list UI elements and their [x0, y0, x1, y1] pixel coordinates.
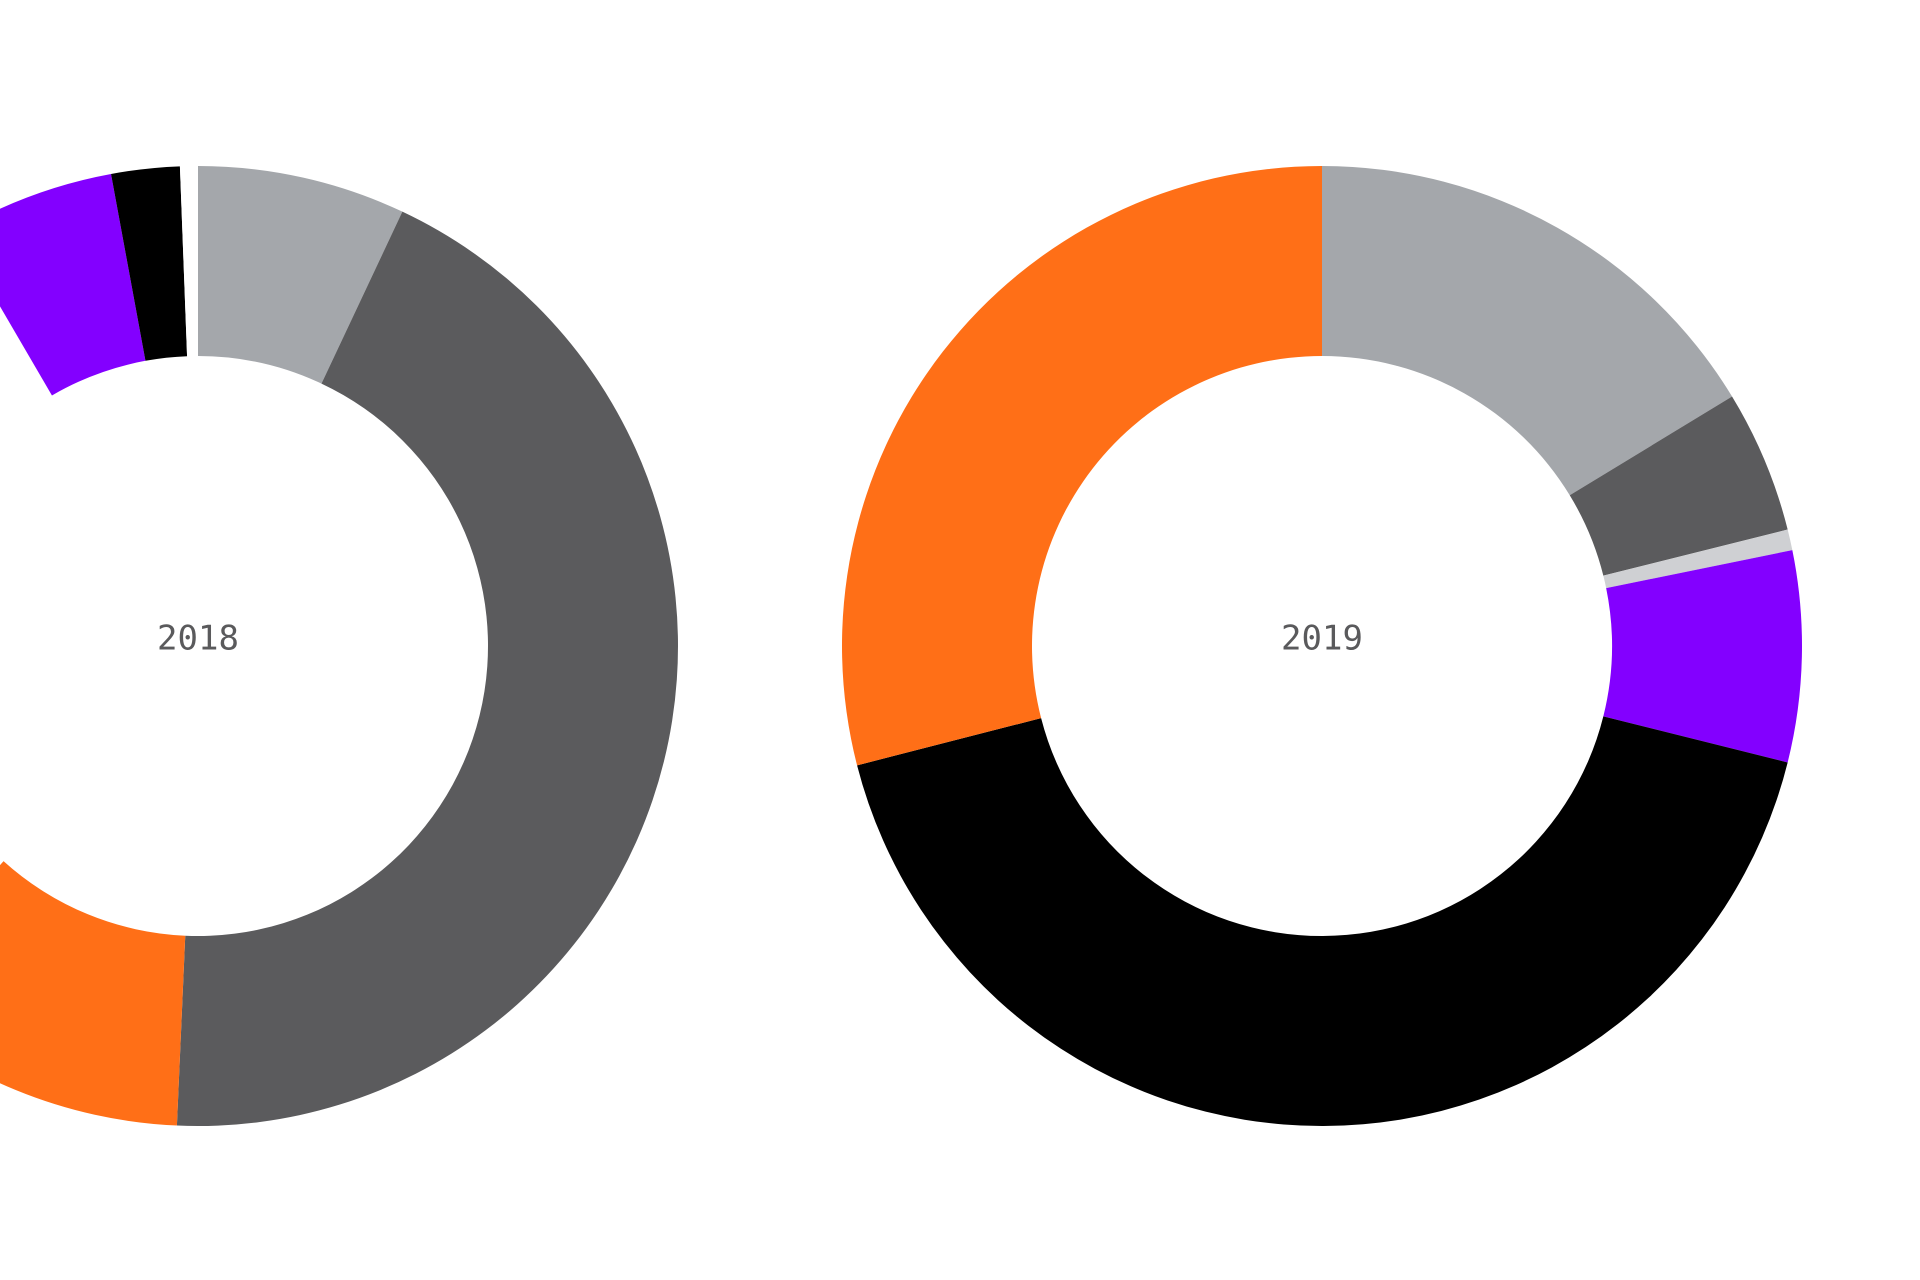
donut-2019-slice-1 — [1569, 396, 1788, 576]
donut-2019-slice-4 — [857, 716, 1788, 1127]
donut-2018-slice-0 — [198, 166, 403, 384]
donut-2018-slice-2 — [0, 861, 186, 1126]
center-label-2018: 2018 — [157, 619, 239, 659]
donut-2018-slice-4 — [0, 173, 146, 396]
donut-2019-slice-5 — [842, 166, 1322, 766]
donut-2019-slice-2 — [1603, 529, 1793, 589]
center-label-2019: 2019 — [1281, 619, 1363, 659]
donut-2018-slice-6 — [179, 166, 198, 357]
donut-2019-slice-0 — [1322, 166, 1733, 496]
donut-2018-slice-1 — [176, 211, 678, 1127]
donut-2018-slice-3 — [0, 306, 52, 865]
donut-chart-2019 — [842, 166, 1803, 1127]
donut-chart-2018 — [0, 166, 678, 1127]
donut-2019-slice-3 — [1603, 550, 1803, 763]
donut-2018-slice-5 — [111, 166, 188, 361]
